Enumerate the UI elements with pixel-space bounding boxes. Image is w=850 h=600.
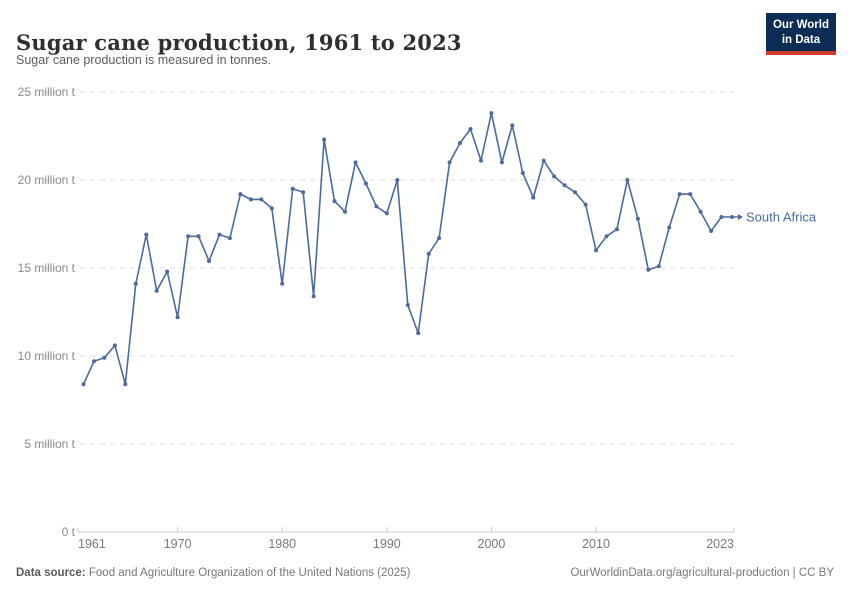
chart-subtitle: Sugar cane production is measured in ton… (16, 53, 272, 67)
data-point[interactable] (625, 178, 630, 182)
data-point[interactable] (81, 382, 86, 387)
data-point[interactable] (280, 281, 285, 286)
data-point[interactable] (479, 158, 483, 163)
data-point[interactable] (405, 303, 410, 307)
data-point[interactable] (384, 211, 389, 216)
chart-footer: Data source: Food and Agriculture Organi… (16, 567, 834, 579)
data-point[interactable] (583, 202, 588, 207)
data-point[interactable] (573, 190, 578, 195)
data-point[interactable] (227, 236, 232, 241)
y-axis-tick-label: 15 million t (18, 261, 76, 275)
x-axis-tick-label: 1961 (78, 537, 106, 551)
owid-logo-line1: Our World (772, 19, 829, 31)
y-axis-tick-label: 20 million t (18, 173, 76, 187)
data-point[interactable] (552, 174, 557, 179)
data-point[interactable] (144, 232, 149, 237)
data-point[interactable] (416, 331, 421, 336)
y-axis-tick-label: 10 million t (18, 349, 76, 363)
data-point[interactable] (458, 141, 462, 145)
data-point[interactable] (123, 382, 128, 387)
data-point[interactable] (437, 236, 442, 241)
y-axis-tick-label: 5 million t (24, 437, 75, 451)
data-point[interactable] (667, 225, 672, 230)
x-axis-tick-label: 1980 (268, 537, 296, 551)
data-point[interactable] (374, 204, 379, 209)
entity-label[interactable]: South Africa (746, 209, 817, 224)
data-point[interactable] (92, 359, 96, 364)
data-point[interactable] (165, 269, 170, 274)
data-point[interactable] (447, 160, 452, 165)
data-point[interactable] (332, 199, 337, 204)
data-point[interactable] (688, 192, 693, 197)
data-point[interactable] (604, 234, 609, 239)
data-point[interactable] (489, 111, 494, 116)
data-point[interactable] (614, 227, 619, 232)
data-point[interactable] (102, 355, 107, 360)
data-point[interactable] (290, 186, 295, 191)
data-point[interactable] (301, 190, 306, 195)
x-axis-tick-label: 2023 (706, 537, 734, 551)
data-point[interactable] (520, 171, 525, 175)
label-arrow-head (738, 213, 743, 220)
data-source: Data source: Food and Agriculture Organi… (16, 567, 410, 579)
data-point[interactable] (646, 267, 651, 272)
line-chart[interactable]: 0 t 5 million t 10 million t 15 million t 20… (0, 0, 850, 560)
data-point[interactable] (363, 181, 368, 186)
data-point[interactable] (207, 259, 211, 263)
data-point[interactable] (656, 264, 661, 269)
data-point[interactable] (311, 294, 316, 299)
data-point[interactable] (322, 137, 327, 142)
y-axis-tick-label: 25 million t (18, 85, 76, 99)
data-point[interactable] (133, 281, 138, 286)
data-point[interactable] (175, 315, 180, 320)
data-point[interactable] (531, 195, 536, 200)
data-point[interactable] (248, 197, 253, 202)
series-line[interactable] (82, 112, 733, 385)
data-point[interactable] (259, 197, 264, 202)
data-source-label: Data source: (16, 567, 86, 579)
data-point[interactable] (730, 215, 734, 219)
data-point[interactable] (698, 209, 703, 214)
data-point[interactable] (353, 160, 358, 165)
footer-link[interactable]: OurWorldinData.org/agricultural-producti… (570, 567, 834, 579)
data-point[interactable] (217, 232, 222, 237)
data-point[interactable] (541, 158, 546, 163)
data-point[interactable] (426, 251, 431, 256)
data-point[interactable] (719, 215, 724, 219)
data-point[interactable] (635, 216, 640, 221)
y-axis-tick-label: 0 t (62, 525, 76, 539)
page-title: Sugar cane production, 1961 to 2023 (16, 30, 462, 56)
data-point[interactable] (186, 234, 191, 239)
data-point[interactable] (343, 209, 347, 214)
data-point[interactable] (395, 178, 400, 182)
data-point[interactable] (154, 288, 159, 293)
data-point[interactable] (112, 343, 117, 348)
data-point[interactable] (499, 160, 504, 165)
x-axis-tick-label: 2010 (582, 537, 610, 551)
data-point[interactable] (562, 183, 567, 188)
data-source-text: Food and Agriculture Organization of the… (88, 567, 411, 579)
x-axis-tick-label: 1990 (373, 537, 401, 551)
data-point[interactable] (468, 127, 473, 131)
data-point[interactable] (510, 123, 515, 128)
owid-logo[interactable]: Our World in Data (765, 13, 836, 55)
owid-logo-line2: in Data (781, 33, 821, 46)
data-point[interactable] (238, 192, 243, 197)
data-point[interactable] (709, 229, 714, 233)
data-point[interactable] (196, 234, 201, 239)
x-axis-tick-label: 1970 (164, 537, 192, 551)
data-point[interactable] (677, 192, 682, 197)
data-point[interactable] (269, 206, 274, 211)
x-axis-tick-label: 2000 (478, 537, 506, 551)
data-point[interactable] (594, 248, 598, 253)
